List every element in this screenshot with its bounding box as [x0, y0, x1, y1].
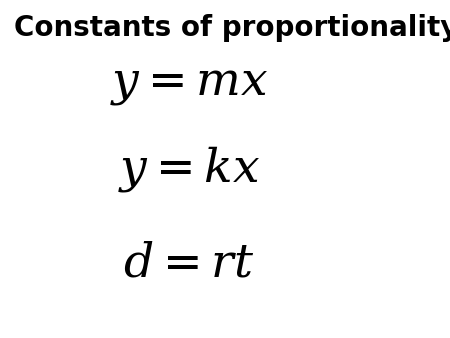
Text: $y = mx$: $y = mx$ [110, 62, 268, 107]
Text: $d = rt$: $d = rt$ [123, 241, 255, 286]
Text: $y = kx$: $y = kx$ [118, 144, 260, 194]
Text: Constants of proportionality: Constants of proportionality [14, 14, 450, 42]
